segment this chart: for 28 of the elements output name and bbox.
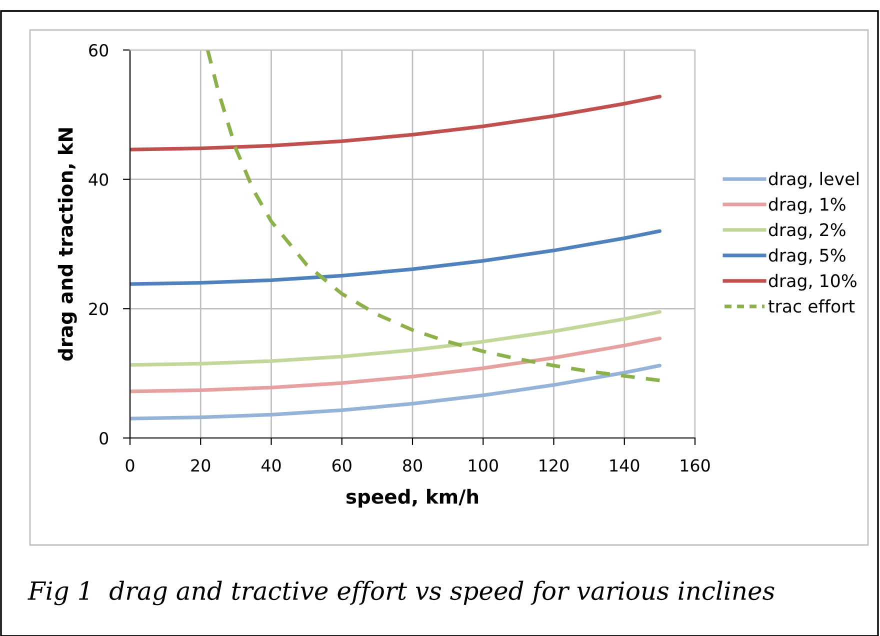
line-series (130, 364, 662, 420)
legend-label: drag, 2% (768, 222, 846, 240)
x-tick-label: 20 (191, 459, 210, 472)
line-series (206, 50, 662, 382)
y-axis-title: drag and traction, kN (58, 128, 77, 361)
y-tick-label: 20 (89, 302, 108, 316)
x-tick-label: 80 (403, 459, 422, 472)
line-series (130, 229, 662, 286)
y-tick-label: 40 (88, 173, 108, 186)
legend-label: drag, 1% (768, 197, 846, 214)
x-tick-label: 40 (261, 459, 281, 472)
x-tick-label: 120 (540, 459, 569, 472)
x-tick-label: 160 (680, 459, 710, 472)
legend-label: trac effort (768, 299, 855, 313)
legend-label: drag, 10% (768, 274, 856, 291)
legend-label: drag, 5% (768, 248, 846, 266)
y-tick-label: 60 (89, 44, 108, 57)
x-tick-label: 0 (126, 459, 134, 472)
x-axis-title: speed, km/h (346, 488, 478, 508)
legend-label: drag, level (768, 172, 858, 189)
line-series (130, 94, 662, 152)
caption: Fig 1 drag and tractive effort vs speed for various inclines (28, 580, 774, 606)
line-series (130, 310, 662, 367)
line-series (130, 336, 662, 394)
y-tick-label: 0 (100, 432, 108, 445)
x-tick-label: 100 (469, 459, 498, 472)
x-tick-label: 60 (332, 459, 352, 472)
x-tick-label: 140 (610, 459, 640, 472)
